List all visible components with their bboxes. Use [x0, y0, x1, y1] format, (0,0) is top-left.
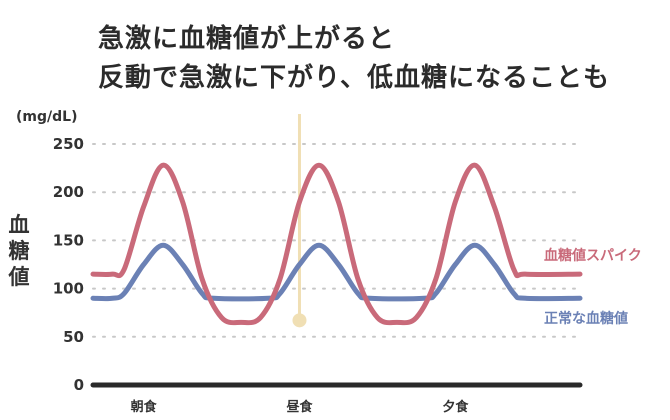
- chart-title-line-2: 反動で急激に下がり、低血糖になることも: [98, 63, 610, 93]
- x-category-label: 朝食: [131, 399, 158, 415]
- legend-label-normal: 正常な血糖値: [544, 310, 628, 327]
- y-axis-unit: (mg/dL): [16, 109, 78, 125]
- series-line-normal: [90, 242, 583, 302]
- legend-label-spike: 血糖値スパイク: [544, 247, 642, 264]
- y-tick-label-100: 100: [53, 280, 84, 298]
- y-tick-label-200: 200: [53, 183, 84, 201]
- series-line-spike: [90, 162, 583, 326]
- meal-marker-dot: [292, 313, 307, 328]
- y-tick-label-0: 0: [74, 376, 84, 394]
- y-axis-label: 血糖値: [8, 213, 30, 289]
- y-tick-label-50: 50: [63, 328, 84, 346]
- x-category-label: 夕食: [442, 399, 469, 415]
- y-tick-label-150: 150: [53, 231, 84, 249]
- chart-title-line-1: 急激に血糖値が上がると: [98, 24, 396, 54]
- x-category-label: 昼食: [286, 399, 313, 415]
- y-tick-label-250: 250: [53, 135, 84, 153]
